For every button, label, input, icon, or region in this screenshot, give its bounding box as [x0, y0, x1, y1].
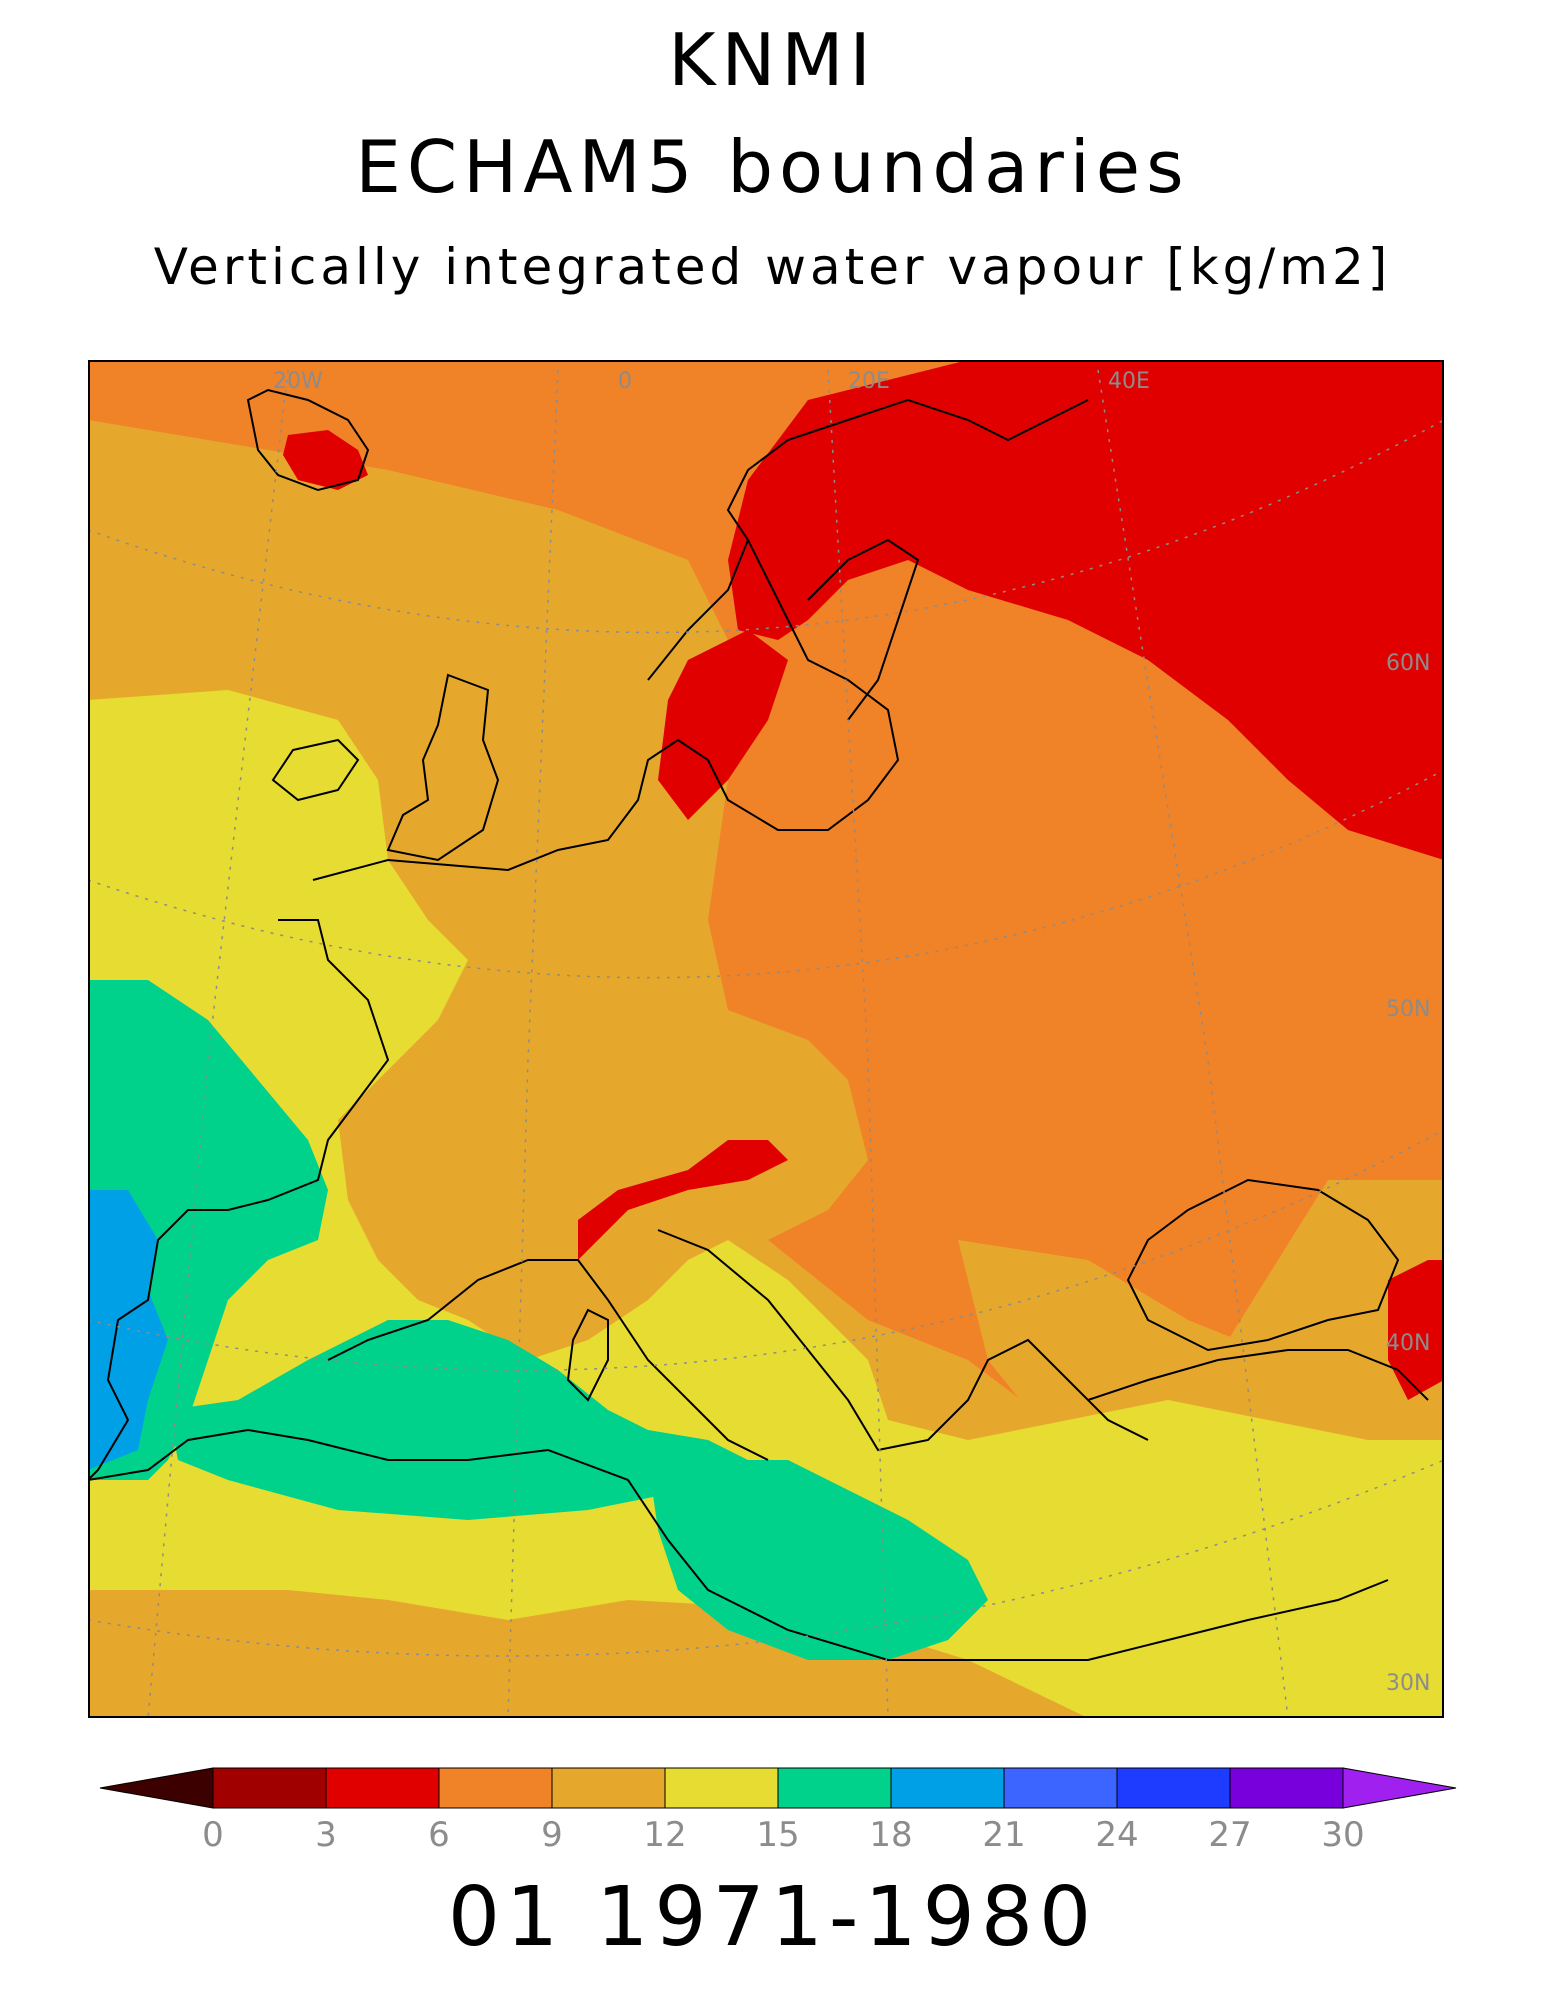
colorbar-tick-label: 6 [428, 1815, 450, 1855]
colorbar-box [1116, 1767, 1231, 1809]
field-green-med-east [648, 1460, 988, 1660]
colorbar-box [890, 1767, 1005, 1809]
water-vapour-map: 20W 0 20E 40E 60N 50N 40N 30N [88, 360, 1444, 1718]
field-red-norway [658, 630, 788, 820]
field-red-northeast [728, 360, 1444, 860]
lon-label: 20W [273, 369, 323, 394]
colorbar-box [325, 1767, 440, 1809]
colorbar-box [1003, 1767, 1118, 1809]
colorbar-tick-label: 30 [1321, 1815, 1364, 1855]
lat-label: 50N [1386, 997, 1430, 1022]
field-red-iceland [283, 430, 368, 490]
title-model: ECHAM5 boundaries [355, 125, 1190, 209]
lat-label: 40N [1386, 1331, 1430, 1356]
colorbar-boxes [99, 1767, 1457, 1809]
colorbar-labels: 0 3 6 9 12 15 18 21 24 27 30 [202, 1815, 1364, 1855]
lon-label: 0 [618, 369, 632, 394]
period-label: 01 1971-1980 [447, 1870, 1098, 1965]
colorbar-tick-label: 27 [1208, 1815, 1251, 1855]
colorbar-box [664, 1767, 779, 1809]
colorbar-box [438, 1767, 553, 1809]
graticule-labels: 20W 0 20E 40E 60N 50N 40N 30N [273, 369, 1430, 1696]
colorbar-tick-label: 18 [869, 1815, 912, 1855]
colorbar-box [212, 1767, 327, 1809]
map-frame [88, 360, 1444, 1718]
lat-label: 30N [1386, 1671, 1430, 1696]
lon-label: 20E [848, 369, 890, 394]
colorbar-tick-label: 21 [982, 1815, 1025, 1855]
lat-label: 60N [1386, 651, 1430, 676]
colorbar-box [1229, 1767, 1344, 1809]
title-variable: Vertically integrated water vapour [kg/m… [153, 238, 1392, 296]
colorbar: 0 3 6 9 12 15 18 21 24 27 30 [99, 1767, 1457, 1855]
colorbar-tick-label: 12 [643, 1815, 686, 1855]
colorbar-box [777, 1767, 892, 1809]
colorbar-tick-label: 3 [315, 1815, 337, 1855]
coastlines [88, 388, 1429, 1661]
lon-label: 40E [1108, 369, 1150, 394]
field-red-anatolia [1388, 1260, 1444, 1400]
colorbar-under-arrow [99, 1767, 214, 1809]
colorbar-tick-label: 15 [756, 1815, 799, 1855]
colorbar-tick-label: 24 [1095, 1815, 1138, 1855]
field-blue-atlantic [88, 1190, 168, 1470]
graticule [88, 369, 1444, 1718]
colorbar-over-arrow [1342, 1767, 1457, 1809]
colorbar-tick-label: 9 [541, 1815, 563, 1855]
colorbar-tick-label: 0 [202, 1815, 224, 1855]
colorbar-box [551, 1767, 666, 1809]
field-red-alps [578, 1140, 788, 1260]
title-knmi: KNMI [668, 18, 877, 102]
